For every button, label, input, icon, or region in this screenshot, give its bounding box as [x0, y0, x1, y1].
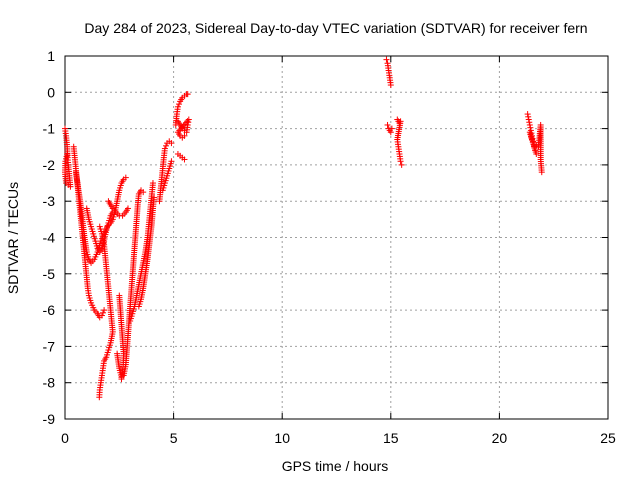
x-tick-label: 5: [170, 430, 178, 446]
data-point: [398, 161, 405, 168]
data-point: [100, 309, 107, 316]
data-point: [185, 116, 192, 123]
y-tick-label: -3: [43, 193, 56, 209]
data-point: [387, 82, 394, 89]
x-tick-label: 10: [274, 430, 290, 446]
data-point: [527, 124, 534, 131]
y-tick-label: -8: [43, 375, 56, 391]
data-point: [122, 174, 129, 181]
data-markers: [62, 56, 545, 401]
data-point: [181, 156, 188, 163]
data-point: [98, 312, 105, 319]
y-axis-label: SDTVAR / TECUs: [5, 182, 21, 294]
y-tick-label: -6: [43, 302, 56, 318]
data-point: [526, 119, 533, 126]
data-point: [384, 121, 391, 128]
data-point: [151, 194, 158, 201]
x-axis-label: GPS time / hours: [282, 458, 389, 474]
data-point: [530, 139, 537, 146]
data-point: [383, 56, 390, 63]
grid-lines: [65, 56, 608, 419]
data-point: [184, 91, 191, 98]
y-tick-label: 1: [47, 48, 55, 64]
x-tick-label: 20: [492, 430, 508, 446]
y-tick-label: -2: [43, 157, 56, 173]
data-point: [64, 151, 71, 158]
data-point: [525, 116, 532, 123]
x-tick-label: 25: [600, 430, 616, 446]
data-point: [388, 125, 395, 132]
data-point: [168, 158, 175, 165]
data-point: [397, 158, 404, 165]
data-point: [140, 189, 147, 196]
chart-title: Day 284 of 2023, Sidereal Day-to-day VTE…: [84, 20, 587, 36]
y-tick-label: -5: [43, 266, 56, 282]
data-point: [101, 307, 108, 314]
y-tick-label: -7: [43, 338, 56, 354]
data-point: [162, 142, 169, 149]
y-tick-label: 0: [47, 84, 55, 100]
data-point: [181, 132, 188, 139]
data-point: [176, 101, 183, 108]
data-point: [96, 394, 103, 401]
data-point: [526, 121, 533, 128]
data-point: [524, 111, 531, 118]
y-tick-label: -9: [43, 411, 56, 427]
data-point: [124, 205, 131, 212]
y-tick-label: -1: [43, 121, 56, 137]
data-point: [161, 145, 168, 152]
data-point: [528, 136, 535, 143]
data-point: [538, 169, 545, 176]
data-point: [149, 180, 156, 187]
data-point: [387, 129, 394, 136]
y-tick-label: -4: [43, 230, 56, 246]
data-point: [525, 113, 532, 120]
x-tick-label: 15: [383, 430, 399, 446]
data-point: [168, 140, 175, 147]
data-point: [184, 118, 191, 125]
data-point: [174, 103, 181, 110]
x-tick-label: 0: [61, 430, 69, 446]
